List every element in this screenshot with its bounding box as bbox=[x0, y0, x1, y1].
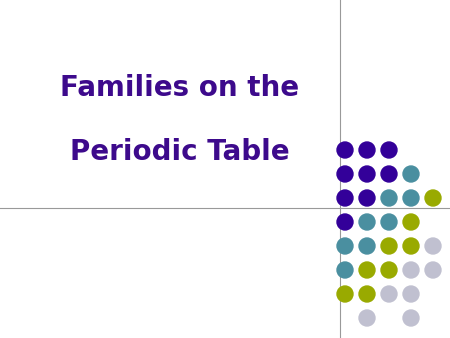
Circle shape bbox=[403, 262, 419, 278]
Circle shape bbox=[359, 166, 375, 182]
Circle shape bbox=[425, 238, 441, 254]
Circle shape bbox=[381, 286, 397, 302]
Circle shape bbox=[359, 310, 375, 326]
Circle shape bbox=[337, 142, 353, 158]
Circle shape bbox=[337, 166, 353, 182]
Circle shape bbox=[359, 286, 375, 302]
Circle shape bbox=[381, 214, 397, 230]
Circle shape bbox=[337, 262, 353, 278]
Circle shape bbox=[425, 262, 441, 278]
Circle shape bbox=[337, 238, 353, 254]
Circle shape bbox=[403, 166, 419, 182]
Circle shape bbox=[403, 214, 419, 230]
Circle shape bbox=[359, 262, 375, 278]
Text: Families on the: Families on the bbox=[60, 74, 300, 102]
Circle shape bbox=[425, 190, 441, 206]
Circle shape bbox=[337, 286, 353, 302]
Circle shape bbox=[381, 142, 397, 158]
Circle shape bbox=[359, 238, 375, 254]
Circle shape bbox=[381, 238, 397, 254]
Circle shape bbox=[337, 190, 353, 206]
Circle shape bbox=[403, 238, 419, 254]
Circle shape bbox=[381, 262, 397, 278]
Circle shape bbox=[381, 190, 397, 206]
Text: Periodic Table: Periodic Table bbox=[70, 138, 290, 166]
Circle shape bbox=[381, 166, 397, 182]
Circle shape bbox=[403, 286, 419, 302]
Circle shape bbox=[403, 310, 419, 326]
Circle shape bbox=[359, 142, 375, 158]
Circle shape bbox=[337, 214, 353, 230]
Circle shape bbox=[359, 214, 375, 230]
Circle shape bbox=[359, 190, 375, 206]
Circle shape bbox=[403, 190, 419, 206]
